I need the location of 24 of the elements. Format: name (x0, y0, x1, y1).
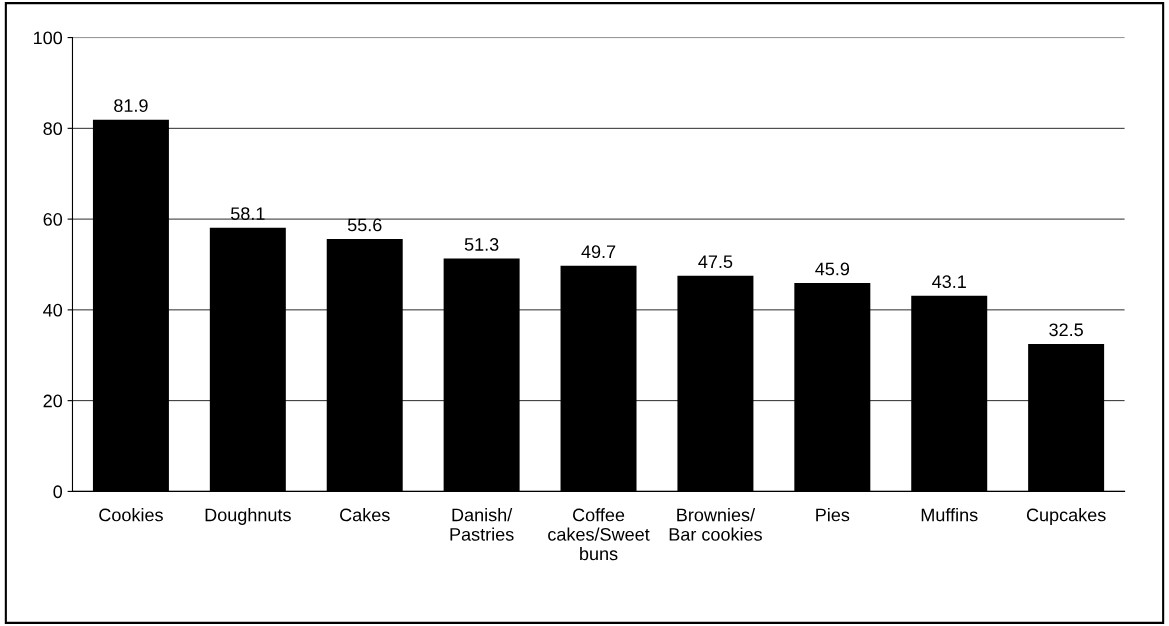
data-label: 47.5 (698, 255, 733, 269)
x-tick-label: Danish/ Pastries (450, 508, 514, 541)
y-tick-label: 60 (43, 213, 63, 226)
y-tick-label: 20 (43, 394, 63, 408)
x-tick-label: Muffins (921, 508, 978, 522)
y-tick-label: 40 (43, 303, 63, 317)
x-tick-label: Coffee cakes/Sweet buns (548, 508, 650, 561)
x-tick-label: Cakes (340, 508, 390, 522)
data-label: 49.7 (581, 245, 616, 259)
y-tick-label: 0 (53, 485, 63, 499)
data-label: 51.3 (464, 238, 499, 251)
x-tick-label: Cookies (99, 508, 163, 522)
x-tick-label: Pies (816, 508, 850, 522)
data-label: 45.9 (815, 262, 850, 276)
data-label: 55.6 (347, 218, 382, 232)
x-tick-label: Cupcakes (1026, 508, 1106, 525)
data-label: 43.1 (932, 275, 966, 289)
data-label: 81.9 (114, 99, 148, 112)
data-label: 58.1 (230, 207, 265, 220)
data-label: 32.5 (1049, 323, 1083, 337)
x-tick-label: Brownies/ Bar cookies (669, 508, 762, 541)
x-tick-label: Doughnuts (205, 508, 291, 525)
y-tick-label: 100 (34, 31, 63, 45)
y-tick-label: 80 (43, 122, 63, 136)
